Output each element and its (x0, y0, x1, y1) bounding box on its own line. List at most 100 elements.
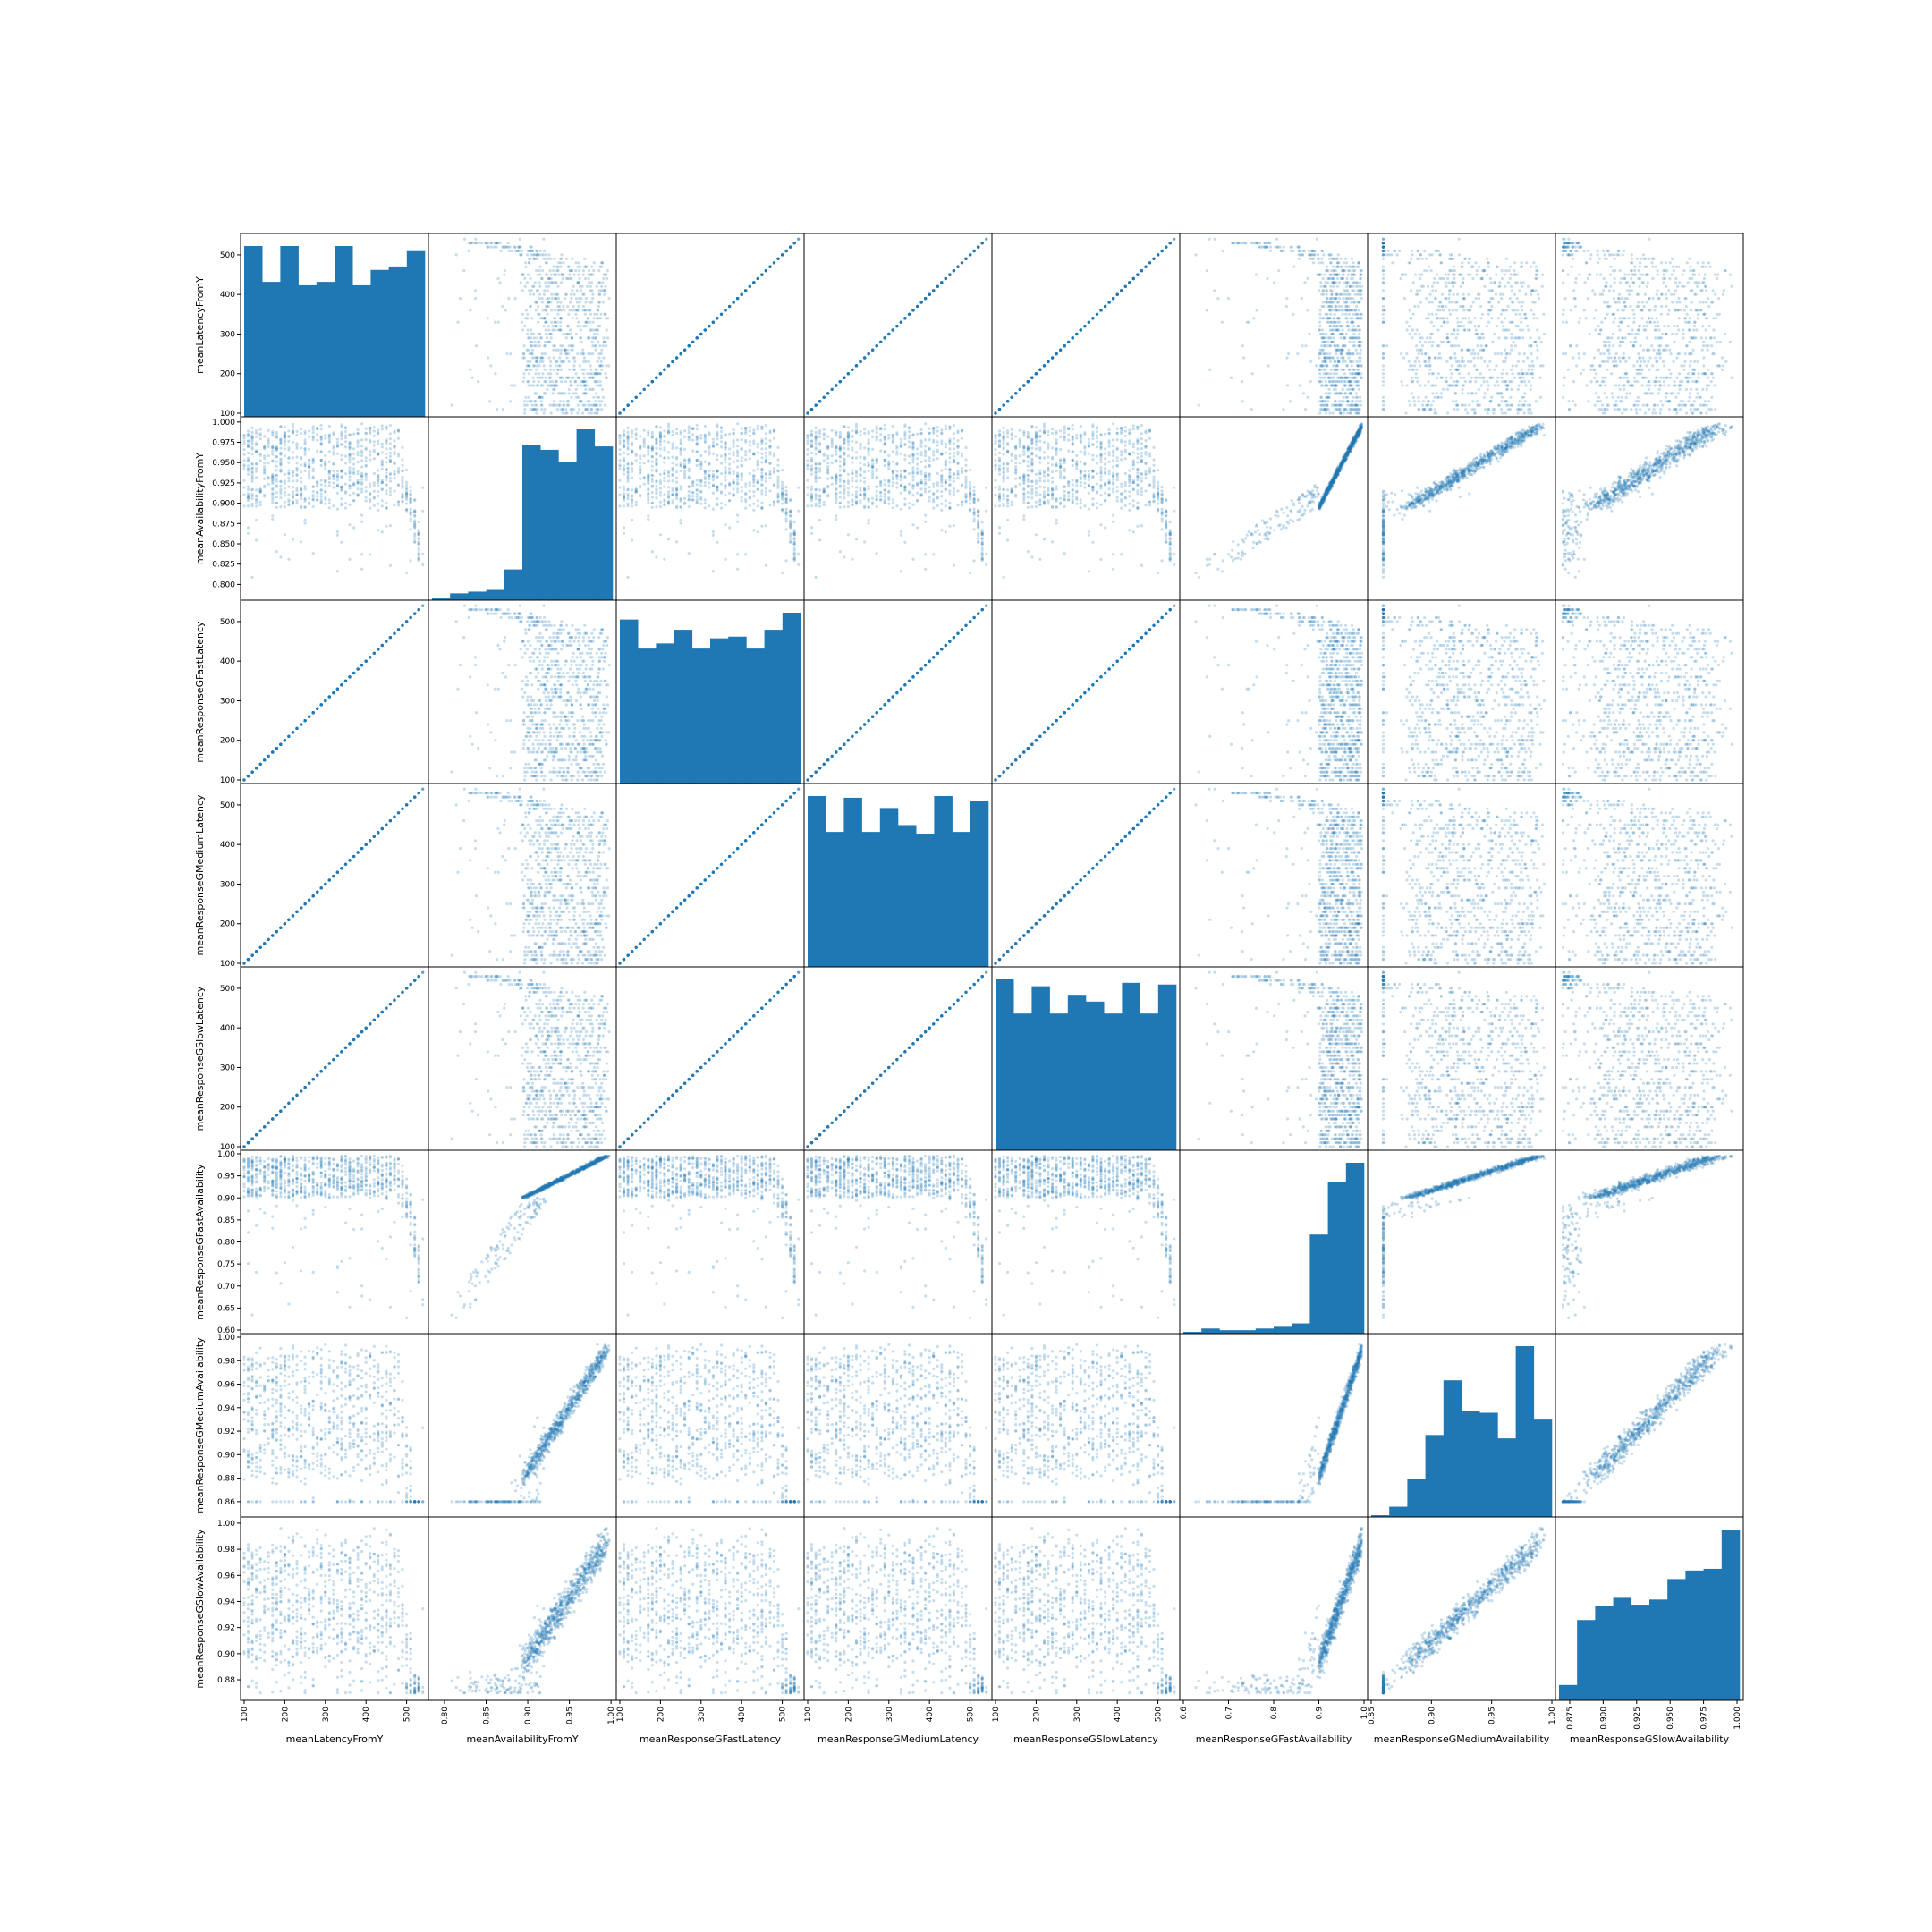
scatter-point (546, 336, 548, 339)
scatter-point (572, 285, 575, 288)
scatter-point (489, 364, 492, 367)
scatter-point (555, 360, 558, 363)
scatter-point (559, 325, 562, 327)
scatter-point (536, 250, 538, 252)
scatter-point (536, 336, 538, 339)
scatter-point (530, 328, 532, 331)
scatter-point (560, 369, 563, 371)
scatter-point (536, 364, 538, 367)
scatter-point (537, 313, 539, 316)
scatter-point (558, 305, 561, 308)
scatter-point (558, 356, 561, 359)
scatter-point (530, 289, 533, 292)
scatter-point (521, 313, 524, 316)
scatter-point (597, 341, 599, 343)
scatter-point (598, 372, 601, 375)
scatter-point (564, 380, 567, 383)
scatter-point (550, 293, 553, 296)
scatter-point (523, 325, 526, 327)
scatter-point (528, 372, 530, 375)
scatter-point (545, 321, 547, 324)
scatter-point (536, 404, 538, 407)
scatter-point (514, 297, 517, 300)
scatter-point (535, 392, 538, 394)
scatter-point (535, 309, 538, 311)
scatter-point (568, 388, 571, 391)
scatter-point (507, 242, 510, 244)
histogram-bar (317, 282, 335, 417)
scatter-point (575, 297, 578, 300)
scatter-point (550, 258, 553, 260)
scatter-point (583, 258, 586, 260)
scatter-point (570, 344, 572, 347)
scatter-point (535, 356, 538, 359)
scatter-point (563, 309, 565, 311)
scatter-point (553, 369, 555, 371)
scatter-point (602, 344, 605, 347)
scatter-point (522, 274, 525, 276)
scatter-point (600, 360, 603, 363)
scatter-point (536, 408, 538, 411)
scatter-point (595, 404, 597, 407)
scatter-point (575, 372, 578, 375)
scatter-point (531, 404, 534, 407)
scatter-point (603, 341, 606, 343)
scatter-point (605, 377, 607, 379)
scatter-point (543, 392, 546, 394)
scatter-point (595, 344, 597, 347)
scatter-point (547, 328, 550, 331)
scatter-point (573, 274, 576, 276)
scatter-point (543, 293, 546, 296)
scatter-point (542, 258, 545, 260)
scatter-point (582, 352, 585, 355)
scatter-point (553, 404, 555, 407)
scatter-point (529, 352, 531, 355)
scatter-point (552, 388, 555, 391)
scatter-point (571, 289, 573, 292)
scatter-point (555, 380, 557, 383)
scatter-point (534, 301, 537, 303)
scatter-point (591, 289, 594, 292)
scatter-point (582, 274, 585, 276)
scatter-point (550, 321, 553, 324)
scatter-point (569, 384, 572, 386)
histogram-bar (262, 282, 281, 417)
scatter-point (487, 246, 489, 249)
scatter-point (575, 333, 578, 335)
scatter-point (490, 242, 493, 244)
scatter-point (543, 317, 546, 319)
scatter-point (479, 242, 481, 244)
scatter-point (599, 313, 602, 316)
scatter-point (554, 293, 556, 296)
scatter-point (545, 333, 547, 335)
scatter-point (576, 309, 579, 311)
scatter-point (576, 289, 579, 292)
scatter-point (579, 400, 581, 402)
scatter-point (572, 408, 575, 411)
scatter-point (538, 364, 541, 367)
scatter-point (575, 317, 578, 319)
scatter-point (601, 388, 604, 391)
scatter-point (532, 380, 535, 383)
scatter-point (543, 411, 546, 414)
scatter-point (561, 274, 564, 276)
histogram-bar (389, 267, 408, 417)
scatter-point (578, 269, 580, 272)
scatter-point (537, 274, 539, 276)
scatter-point (588, 277, 590, 280)
scatter-point (602, 396, 605, 399)
scatter-point (554, 309, 556, 311)
scatter-point (583, 266, 586, 268)
scatter-point (536, 384, 538, 386)
scatter-point (574, 313, 577, 316)
scatter-point (549, 360, 552, 363)
scatter-point (509, 352, 512, 355)
scatter-point (527, 250, 530, 252)
scatter-point (499, 281, 502, 284)
scatter-point (541, 356, 544, 359)
scatter-point (555, 281, 557, 284)
scatter-point (551, 380, 554, 383)
scatter-point (598, 356, 601, 359)
scatter-point (526, 253, 529, 256)
scatter-point (588, 281, 590, 284)
